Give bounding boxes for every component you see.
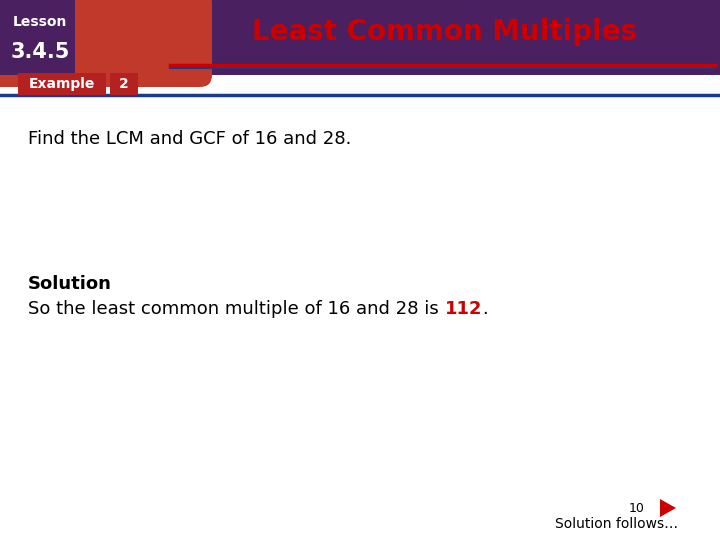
Text: .: . bbox=[482, 300, 487, 318]
Text: Find the LCM and GCF of 16 and 28.: Find the LCM and GCF of 16 and 28. bbox=[28, 130, 351, 148]
FancyBboxPatch shape bbox=[0, 0, 212, 87]
Text: Solution: Solution bbox=[28, 275, 112, 293]
FancyBboxPatch shape bbox=[110, 73, 138, 95]
Text: Least Common Multiples: Least Common Multiples bbox=[253, 18, 638, 46]
FancyBboxPatch shape bbox=[18, 73, 106, 95]
Bar bbox=[0, 0, 75, 75]
Text: Lesson: Lesson bbox=[13, 15, 67, 29]
Text: So the least common multiple of 16 and 28 is: So the least common multiple of 16 and 2… bbox=[28, 300, 444, 318]
Text: 3.4.5: 3.4.5 bbox=[10, 42, 70, 62]
Text: 10: 10 bbox=[629, 502, 645, 515]
Text: Example: Example bbox=[29, 77, 95, 91]
Bar bbox=[0, 0, 720, 75]
Polygon shape bbox=[660, 499, 676, 517]
Text: 2: 2 bbox=[119, 77, 129, 91]
Text: 112: 112 bbox=[444, 300, 482, 318]
Text: Solution follows…: Solution follows… bbox=[555, 517, 678, 531]
